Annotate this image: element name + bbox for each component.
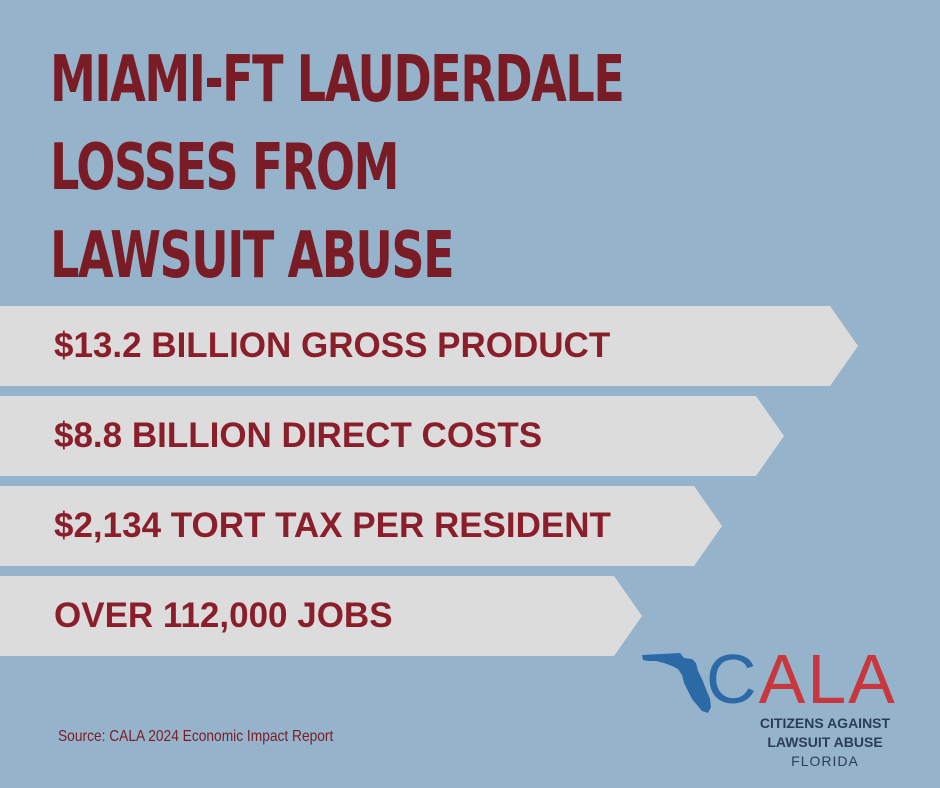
stat-text: $13.2 BILLION GROSS PRODUCT <box>54 326 611 365</box>
banner-shape <box>0 576 642 656</box>
cala-logo: CALA CITIZENS AGAINST LAWSUIT ABUSE FLOR… <box>640 640 930 775</box>
logo-state: FLORIDA <box>791 753 859 769</box>
stat-text: $2,134 TORT TAX PER RESIDENT <box>54 506 611 545</box>
source-note: Source: CALA 2024 Economic Impact Report <box>58 728 334 745</box>
logo-letter-c: C <box>706 640 759 718</box>
headline-line-2: LOSSES FROM <box>50 131 399 205</box>
banner-shape <box>0 486 722 566</box>
logo-letters-ala: ALA <box>758 640 897 718</box>
headline-line-3: LAWSUIT ABUSE <box>50 219 455 293</box>
logo-line-2: LAWSUIT ABUSE <box>767 734 883 750</box>
logo-line-1: CITIZENS AGAINST <box>759 715 891 731</box>
headline-line-1: MIAMI-FT LAUDERDALE <box>50 43 625 117</box>
stat-text: $8.8 BILLION DIRECT COSTS <box>54 416 543 455</box>
florida-map-icon <box>642 653 711 713</box>
banner-shape <box>0 306 858 386</box>
banner-shape <box>0 396 784 476</box>
logo-wordmark: CALA <box>706 639 897 719</box>
headline: MIAMI-FT LAUDERDALE LOSSES FROM LAWSUIT … <box>50 36 625 300</box>
stat-text: OVER 112,000 JOBS <box>54 596 393 635</box>
